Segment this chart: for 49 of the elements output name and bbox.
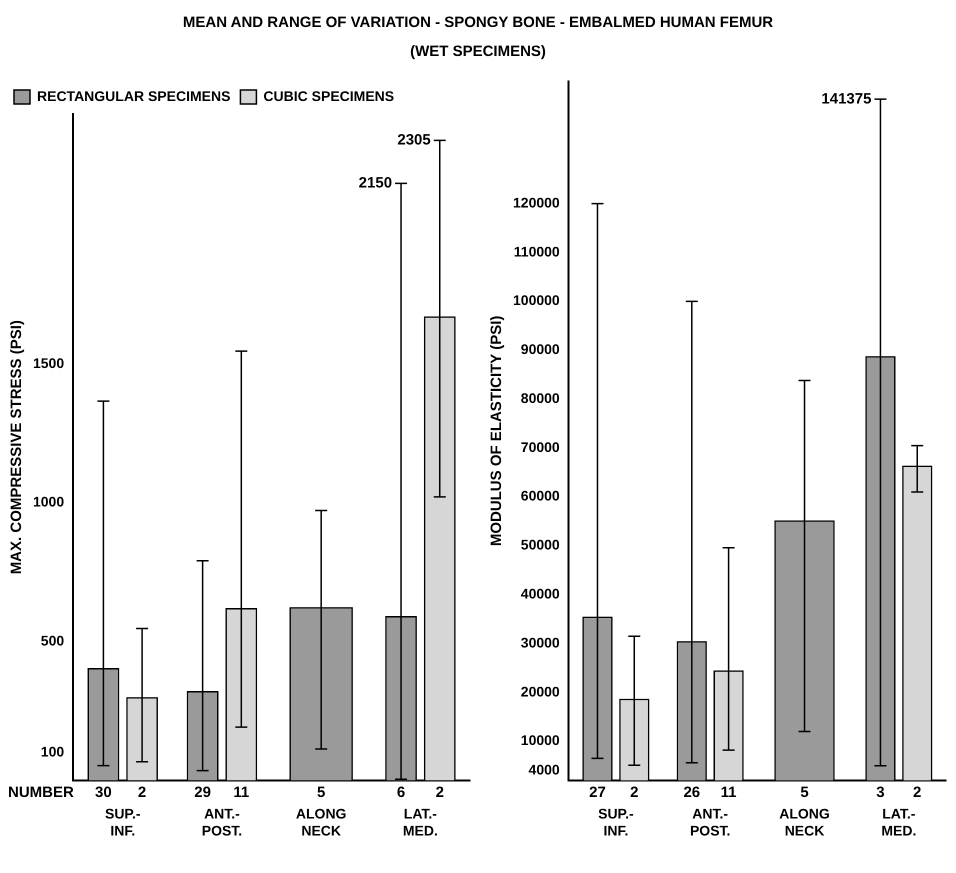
x-tick-label: ANT.- POST. [202,806,242,838]
y-tick-label: 90000 [520,341,560,358]
annotation: 2150 [358,174,392,192]
text: 3 [876,784,885,802]
text: 6 [396,784,406,802]
chart-subtitle: (WET SPECIMENS) [409,43,547,60]
text: 5 [800,784,809,802]
text: 29 [194,784,211,802]
text: NUMBER [8,784,74,802]
text: 2 [630,784,638,802]
y-tick-label: 50000 [520,536,560,553]
y-tick-label: 100 [40,743,64,760]
y-axis-title: MAX. COMPRESSIVE STRESS (PSI) [8,320,26,574]
annotation: 2305 [397,132,431,149]
y-axis-title: MODULUS OF ELASTICITY (PSI) [488,316,506,546]
y-tick-label: 60000 [520,488,560,504]
text: 11 [720,784,737,802]
x-tick-label: SUP.- INF. [598,806,634,838]
legend-label: CUBIC SPECIMENS [263,88,394,104]
text: 2 [913,784,922,802]
text: 27 [589,784,606,802]
y-tick-label: 20000 [520,683,560,700]
y-tick-label: 80000 [520,390,560,406]
y-tick-label: 1500 [32,354,64,371]
x-tick-label: SUP.- INF. [104,806,141,838]
text: 2 [436,784,444,802]
y-tick-label: 120000 [513,194,560,210]
annotation: 141375 [821,90,872,108]
text: 5 [317,784,326,802]
y-tick-label: 4000 [528,761,560,778]
text: 2 [138,784,146,802]
y-tick-label: 30000 [520,634,560,650]
x-tick-label: LAT.- MED. [402,806,438,838]
y-tick-label: 1000 [32,494,64,510]
legend-label: RECTANGULAR SPECIMENS [37,88,230,104]
chart-title: MEAN AND RANGE OF VARIATION - SPONGY BONE - EMBALMED HUMAN FEMUR [182,14,774,31]
text: 26 [683,784,700,802]
y-tick-label: 110000 [514,243,560,260]
y-tick-label: 10000 [520,732,560,748]
text: 11 [233,784,250,802]
y-tick-label: 70000 [520,438,560,455]
y-tick-label: 100000 [513,292,560,308]
text: 30 [95,784,112,802]
x-tick-label: LAT.- MED. [881,806,916,838]
x-tick-label: ALONG NECK [296,806,347,838]
x-tick-label: ALONG NECK [779,806,830,838]
y-tick-label: 500 [40,632,64,648]
y-tick-label: 40000 [520,586,560,602]
x-tick-label: ANT.- POST. [690,806,730,838]
